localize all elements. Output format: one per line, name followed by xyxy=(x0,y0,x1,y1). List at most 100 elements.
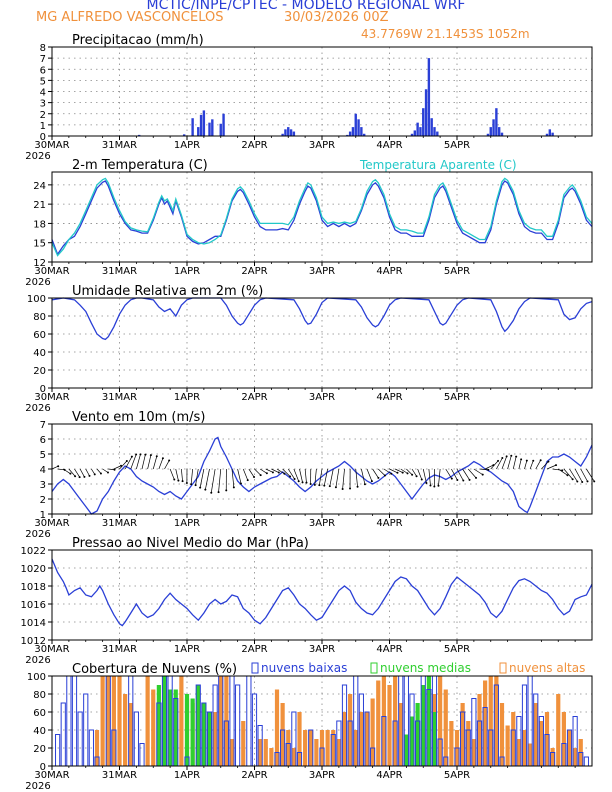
chart-title: MCTIC/INPE/CPTEC - MODELO REGIONAL WRF xyxy=(146,0,466,13)
cloud-mid-bar xyxy=(404,734,409,766)
wind-arrow-head xyxy=(396,471,399,474)
wind-arrow-head xyxy=(173,478,176,481)
x-tick-label: 1APR xyxy=(174,518,200,529)
wind-arrow xyxy=(323,468,328,486)
cloud-high-bar xyxy=(280,703,285,766)
year-label: 2026 xyxy=(25,781,50,792)
panel-2: 0 20 40 60 80 100 30MAR 31MAR 1APR 2APR 3APR 4APR 5A… xyxy=(25,284,593,414)
wind-arrow-head xyxy=(487,468,490,471)
cloud-mid-bar xyxy=(190,698,195,766)
cloud-high-bar xyxy=(364,712,370,766)
precip-bar xyxy=(289,129,293,136)
wind-arrow-head xyxy=(130,455,133,458)
cloud-low-bar xyxy=(235,684,241,767)
cloud-high-bar xyxy=(550,748,555,766)
y-tick-label: 0 xyxy=(40,762,46,773)
y-tick-label: 1016 xyxy=(21,600,46,611)
wind-arrow xyxy=(355,468,358,487)
cloud-high-bar xyxy=(106,676,111,766)
wind-arrow xyxy=(580,468,588,482)
wind-arrow-head xyxy=(125,460,128,463)
panel-title: Pressao ao Nivel Medio do Mar (hPa) xyxy=(72,536,309,551)
wind-arrow-head xyxy=(57,465,60,468)
cloud-high-bar xyxy=(100,676,105,766)
cloud-high-bar xyxy=(499,703,505,766)
x-tick-label: 5APR xyxy=(444,392,470,403)
wind-arrow xyxy=(518,459,522,470)
wind-arrow-head xyxy=(420,478,423,481)
precip-bar xyxy=(551,132,554,136)
wind-arrow xyxy=(181,468,183,482)
cloud-high-bar xyxy=(466,721,471,766)
cloud-mid-bar xyxy=(432,712,437,766)
wind-arrow xyxy=(147,455,152,470)
y-tick-label: 21 xyxy=(33,200,46,211)
x-tick-label: 30MAR xyxy=(34,644,69,655)
cloud-mid-bar xyxy=(168,689,173,766)
precip-bar xyxy=(500,132,504,136)
wind-arrow xyxy=(366,468,373,482)
cloud-high-bar xyxy=(544,712,550,766)
wind-arrow xyxy=(378,468,386,476)
x-tick-label: 30MAR xyxy=(34,392,69,403)
wind-arrow-head xyxy=(532,459,535,462)
panel-4: 1012 1014 1016 1018 1020 1022 30MAR 31MAR 1APR 2A… xyxy=(21,536,593,666)
cloud-high-bar xyxy=(359,712,364,766)
precip-bar xyxy=(416,122,419,136)
wind-arrow-head xyxy=(194,484,197,487)
x-tick-label: 2APR xyxy=(241,392,267,403)
wind-arrow-head xyxy=(305,481,308,484)
wind-arrow-head xyxy=(217,491,220,494)
precip-bar xyxy=(191,118,194,136)
legend-label: nuvens altas xyxy=(509,661,585,675)
x-tick-label: 4APR xyxy=(376,770,402,781)
y-tick-label: 5 xyxy=(40,450,46,461)
x-tick-label: 1APR xyxy=(174,392,200,403)
precip-bar xyxy=(357,119,360,136)
y-tick-label: 80 xyxy=(33,690,46,701)
wind-arrow xyxy=(63,468,71,474)
x-tick-label: 30MAR xyxy=(34,770,69,781)
y-tick-label: 100 xyxy=(27,672,46,683)
y-tick-label: 3 xyxy=(40,99,46,110)
wind-arrow xyxy=(130,454,137,470)
wind-arrow-head xyxy=(144,453,147,456)
wind-arrow-head xyxy=(149,454,152,457)
wind-arrow xyxy=(574,468,583,483)
wind-arrow-head xyxy=(505,455,508,458)
wind-arrow-head xyxy=(259,474,262,477)
panel-title: 2-m Temperatura (C) xyxy=(72,158,208,173)
cloud-high-bar xyxy=(353,730,358,766)
wind-arrow xyxy=(254,468,261,476)
cloud-high-bar xyxy=(128,703,133,766)
cloud-mid-bar xyxy=(426,676,431,766)
wind-arrow-head xyxy=(539,459,542,462)
y-tick-label: 7 xyxy=(40,54,46,65)
cloud-high-bar xyxy=(398,703,403,766)
wind-arrow xyxy=(91,468,96,475)
x-tick-label: 31MAR xyxy=(102,770,137,781)
y-tick-label: 4 xyxy=(40,88,46,99)
precip-bar xyxy=(137,134,141,136)
x-tick-label: 4APR xyxy=(376,392,402,403)
x-tick-label: 31MAR xyxy=(102,392,137,403)
precip-bar xyxy=(222,113,225,136)
wind-arrow-head xyxy=(265,472,268,475)
precip-bar xyxy=(433,127,436,136)
y-tick-label: 8 xyxy=(40,43,46,54)
wind-arrow-head xyxy=(383,474,386,477)
y-tick-label: 1014 xyxy=(21,618,46,629)
wind-arrow-head xyxy=(481,473,484,476)
x-tick-label: 3APR xyxy=(309,518,335,529)
wind-arrow xyxy=(276,468,285,475)
cloud-high-bar xyxy=(539,721,544,766)
wind-arrow xyxy=(569,468,578,482)
y-tick-label: 1 xyxy=(40,510,46,521)
cloud-mid-bar xyxy=(421,685,426,766)
wind-arrow-head xyxy=(155,455,158,458)
cloud-high-bar xyxy=(443,689,448,766)
wind-arrow-head xyxy=(356,485,359,488)
precip-bar xyxy=(348,131,352,136)
cloud-mid-bar xyxy=(409,716,415,766)
